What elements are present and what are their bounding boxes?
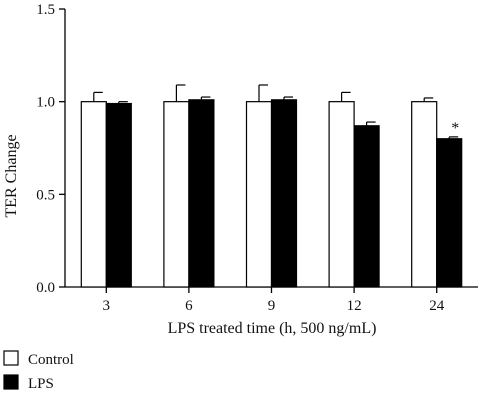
x-axis-label: LPS treated time (h, 500 ng/mL) [168, 320, 377, 337]
legend: Control LPS [3, 350, 74, 392]
x-tick-label: 12 [347, 298, 362, 314]
y-tick-label: 1.5 [36, 2, 55, 18]
bar-control-12 [328, 101, 355, 288]
x-tick-labels: 3 6 9 12 24 [103, 298, 445, 314]
legend-label-control: Control [28, 352, 74, 368]
bar-lps-9 [270, 99, 298, 288]
bar-lps-12 [353, 125, 380, 288]
bar-control-24 [411, 101, 438, 288]
y-tick-label: 0.5 [36, 187, 55, 203]
significance-marker: * [451, 120, 459, 137]
legend-label-lps: LPS [28, 376, 54, 392]
legend-swatch-control [3, 350, 19, 366]
bar-control-3 [80, 101, 107, 288]
x-tick-label: 9 [268, 298, 276, 314]
x-tick-label: 24 [429, 298, 445, 314]
x-tick-label: 3 [103, 298, 111, 314]
bar-control-6 [163, 101, 190, 288]
annotations: * [451, 120, 459, 137]
y-tick-label: 1.0 [36, 95, 55, 111]
y-tick-labels: 0.0 0.5 1.0 1.5 [36, 2, 55, 296]
bar-lps-6 [188, 99, 215, 288]
bars [80, 99, 463, 288]
error-bars [93, 84, 459, 139]
y-axis-label: TER Change [3, 134, 20, 217]
bar-lps-24 [436, 138, 463, 288]
bar-control-9 [245, 101, 273, 288]
bar-lps-3 [105, 102, 132, 288]
x-tick-label: 6 [185, 298, 193, 314]
legend-swatch-lps [3, 374, 19, 390]
y-tick-label: 0.0 [36, 280, 55, 296]
